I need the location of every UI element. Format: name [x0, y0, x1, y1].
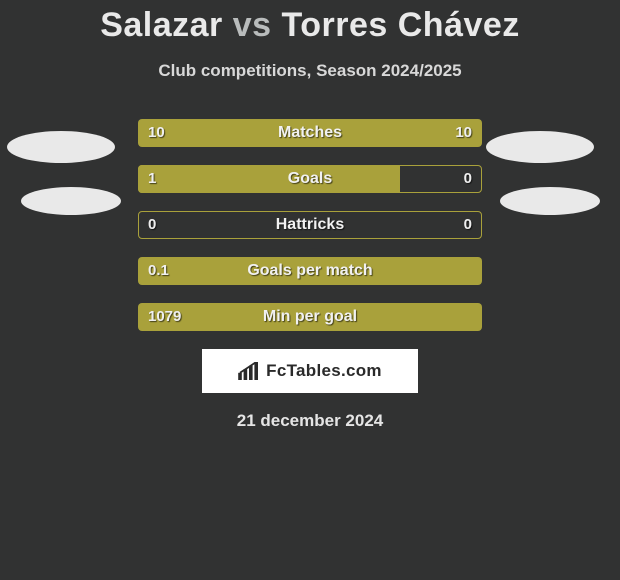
player2-name: Torres Chávez: [282, 6, 520, 44]
stat-label: Goals per match: [138, 257, 482, 285]
avatar-left-bottom: [21, 187, 121, 215]
vs-text: vs: [233, 6, 272, 44]
brand-text: FcTables.com: [266, 361, 382, 381]
stat-row: 0.1Goals per match: [138, 257, 482, 285]
player1-name: Salazar: [100, 6, 223, 44]
snapshot-date: 21 december 2024: [0, 411, 620, 431]
stat-label: Hattricks: [138, 211, 482, 239]
stat-row: 1079Min per goal: [138, 303, 482, 331]
chart-icon: [238, 362, 260, 380]
comparison-title: Salazar vs Torres Chávez: [0, 0, 620, 45]
comparison-arena: 1010Matches 10Goals 00Hattricks 0.1Goals pe…: [0, 119, 620, 431]
avatar-right-bottom: [500, 187, 600, 215]
brand-badge: FcTables.com: [202, 349, 418, 393]
stat-row: 10Goals: [138, 165, 482, 193]
stat-label: Matches: [138, 119, 482, 147]
avatar-left-top: [7, 131, 115, 163]
stat-label: Min per goal: [138, 303, 482, 331]
stat-row: 1010Matches: [138, 119, 482, 147]
stat-row: 00Hattricks: [138, 211, 482, 239]
stat-label: Goals: [138, 165, 482, 193]
comparison-subtitle: Club competitions, Season 2024/2025: [0, 61, 620, 81]
avatar-right-top: [486, 131, 594, 163]
